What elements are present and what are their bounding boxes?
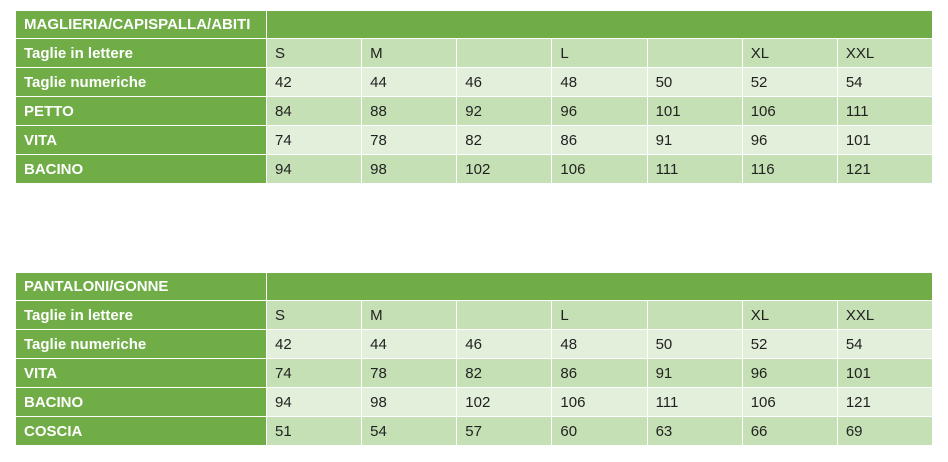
size-cell: M [361,300,458,330]
size-cell: 66 [741,416,838,446]
row-label: VITA [15,125,267,155]
row-label: VITA [15,358,267,388]
table-row: Taglie numeriche 42 44 46 48 50 52 54 [15,67,934,97]
size-cell: 57 [456,416,553,446]
size-cell: 78 [361,358,458,388]
size-cell: 88 [361,96,458,126]
row-label: Taglie numeriche [15,67,267,97]
size-cell: 50 [646,67,743,97]
table-row: VITA 74 78 82 86 91 96 101 [15,358,934,388]
size-cell: 94 [265,154,363,184]
size-cell: 78 [361,125,458,155]
size-cell: S [265,38,363,68]
size-cell: XL [741,300,838,330]
size-cell: 82 [456,125,553,155]
size-cell: 74 [265,125,363,155]
table-header-row: MAGLIERIA/CAPISPALLA/ABITI [15,10,933,39]
table-title: MAGLIERIA/CAPISPALLA/ABITI [15,10,267,39]
size-cell: 101 [836,125,934,155]
table-title: PANTALONI/GONNE [15,272,267,301]
size-cell: 82 [456,358,553,388]
size-cell: 44 [361,67,458,97]
table-row: BACINO 94 98 102 106 111 116 121 [15,154,934,184]
size-cell: 48 [551,329,648,359]
size-cell: 96 [741,358,838,388]
size-cell: 106 [551,154,648,184]
table-header-row: PANTALONI/GONNE [15,272,933,301]
size-cell: 94 [265,387,363,417]
size-cell: 42 [265,67,363,97]
row-label: Taglie numeriche [15,329,267,359]
size-cell: 111 [646,387,743,417]
row-label: PETTO [15,96,267,126]
size-cell: 92 [456,96,553,126]
size-cell: 91 [646,358,743,388]
table-row: Taglie in lettere S M L XL XXL [15,300,934,330]
size-cell: 69 [836,416,934,446]
size-cell: S [265,300,363,330]
size-table-bottoms: PANTALONI/GONNE Taglie in lettere S M L XL XXL… [15,272,934,446]
size-cell [456,300,553,330]
size-cell: 52 [741,329,838,359]
size-cell: 46 [456,67,553,97]
table-row: BACINO 94 98 102 106 111 106 121 [15,387,934,417]
size-cell: 121 [836,387,934,417]
size-cell: 98 [361,154,458,184]
size-cell: 52 [741,67,838,97]
size-cell: 106 [741,96,838,126]
size-cell: 60 [551,416,648,446]
size-cell: 111 [836,96,934,126]
size-cell: 121 [836,154,934,184]
size-cell: 50 [646,329,743,359]
size-cell: 63 [646,416,743,446]
size-cell: XL [741,38,838,68]
size-cell: L [551,300,648,330]
size-cell: 102 [456,387,553,417]
size-cell: 54 [361,416,458,446]
size-cell: 102 [456,154,553,184]
size-cell: 116 [741,154,838,184]
size-cell [646,38,743,68]
size-cell: 101 [836,358,934,388]
size-cell: 48 [551,67,648,97]
table-row: Taglie numeriche 42 44 46 48 50 52 54 [15,329,934,359]
size-cell: 111 [646,154,743,184]
row-label: COSCIA [15,416,267,446]
row-label: Taglie in lettere [15,300,267,330]
size-cell: 54 [836,67,934,97]
size-cell: 96 [551,96,648,126]
header-spacer [266,10,933,39]
row-label: Taglie in lettere [15,38,267,68]
size-cell: XXL [836,38,934,68]
size-cell: 51 [265,416,363,446]
size-cell: 96 [741,125,838,155]
size-cell: 86 [551,125,648,155]
row-label: BACINO [15,154,267,184]
size-cell [456,38,553,68]
size-cell: 106 [741,387,838,417]
size-cell: 74 [265,358,363,388]
size-cell: 91 [646,125,743,155]
table-row: VITA 74 78 82 86 91 96 101 [15,125,934,155]
table-row: PETTO 84 88 92 96 101 106 111 [15,96,934,126]
table-row: COSCIA 51 54 57 60 63 66 69 [15,416,934,446]
size-cell: 46 [456,329,553,359]
row-label: BACINO [15,387,267,417]
size-cell: L [551,38,648,68]
size-cell: 54 [836,329,934,359]
size-cell: 101 [646,96,743,126]
size-cell: M [361,38,458,68]
size-cell: 42 [265,329,363,359]
size-cell: 86 [551,358,648,388]
size-table-tops: MAGLIERIA/CAPISPALLA/ABITI Taglie in lett… [15,10,934,184]
size-cell: 84 [265,96,363,126]
size-cell: XXL [836,300,934,330]
header-spacer [266,272,933,301]
table-row: Taglie in lettere S M L XL XXL [15,38,934,68]
size-cell: 106 [551,387,648,417]
size-cell: 98 [361,387,458,417]
size-cell [646,300,743,330]
size-cell: 44 [361,329,458,359]
